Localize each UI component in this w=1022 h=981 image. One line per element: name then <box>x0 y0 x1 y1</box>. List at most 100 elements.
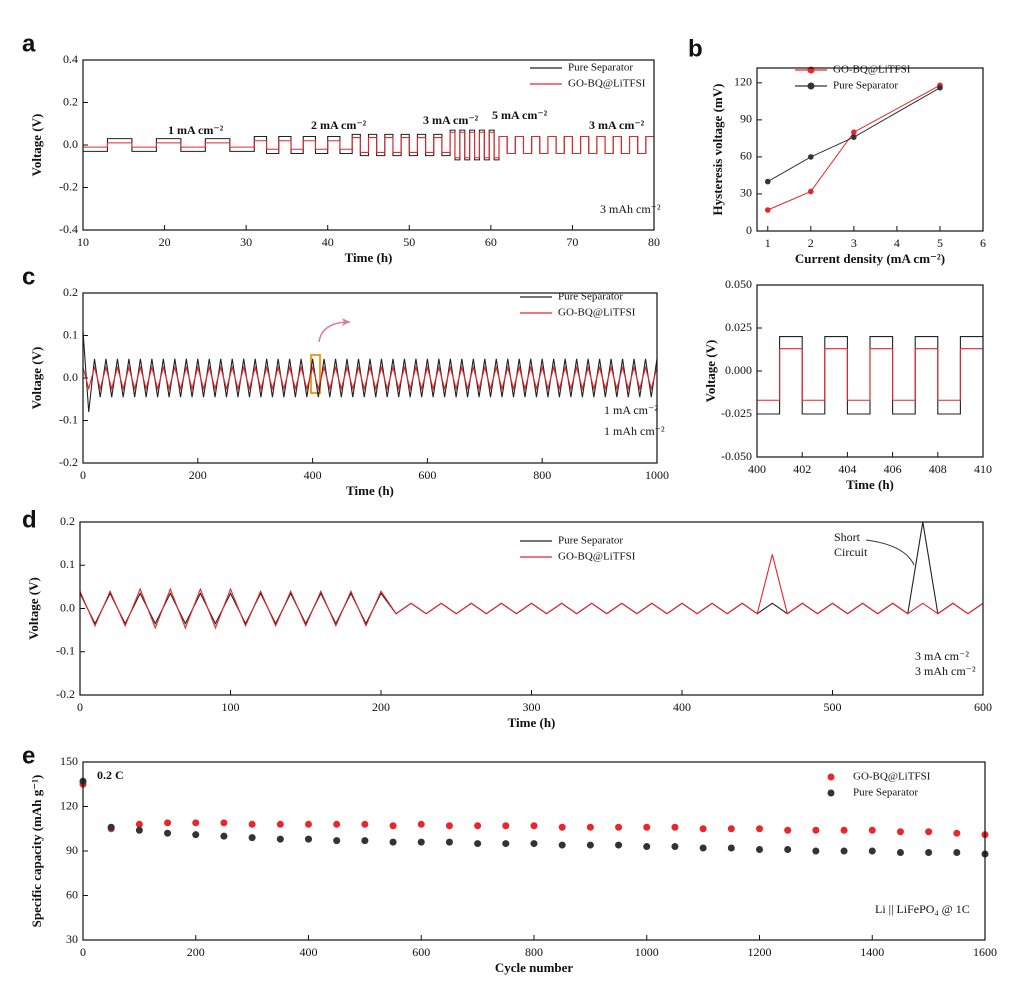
data-point <box>164 819 172 827</box>
annotation: 3 mA cm⁻² <box>915 649 969 663</box>
y-axis-label: Hysteresis voltage (mV) <box>710 84 725 216</box>
data-point <box>389 838 397 846</box>
data-point <box>586 841 594 849</box>
x-tick-label: 5 <box>937 236 943 250</box>
legend-marker <box>827 773 835 781</box>
y-tick-label: 0.2 <box>63 94 78 108</box>
data-point <box>417 820 425 828</box>
data-point <box>586 823 594 831</box>
x-tick-label: 40 <box>322 235 334 249</box>
x-tick-label: 800 <box>533 468 551 482</box>
data-point <box>333 820 341 828</box>
x-tick-label: 500 <box>824 700 842 714</box>
data-point <box>808 154 814 160</box>
x-axis-label: Time (h) <box>846 477 894 492</box>
y-axis-label: Voltage (V) <box>29 114 44 177</box>
x-axis-label: Time (h) <box>508 715 556 730</box>
y-tick-label: 0.000 <box>725 363 752 377</box>
data-point <box>530 822 538 830</box>
y-tick-label: -0.2 <box>59 455 78 469</box>
x-tick-label: 80 <box>648 235 660 249</box>
plot-frame <box>82 292 658 464</box>
y-tick-label: -0.1 <box>56 644 75 658</box>
y-tick-label: 0.050 <box>725 277 752 291</box>
y-tick-label: 0.2 <box>60 514 75 528</box>
data-point <box>671 843 679 851</box>
data-point <box>851 134 857 140</box>
x-tick-label: 1000 <box>635 945 659 959</box>
y-tick-label: -0.4 <box>59 222 78 236</box>
x-tick-label: 3 <box>851 236 857 250</box>
data-point <box>896 848 904 856</box>
short-circuit-leader <box>865 539 915 566</box>
data-point <box>530 840 538 848</box>
data-point <box>107 823 115 831</box>
plot-frame <box>756 284 984 458</box>
x-tick-label: 404 <box>838 462 856 476</box>
y-axis-label: Voltage (V) <box>26 577 41 640</box>
annotation: 0.2 C <box>97 768 124 782</box>
y-tick-label: 90 <box>740 112 752 126</box>
legend-label: GO-BQ@LiTFSI <box>558 307 636 319</box>
data-point <box>812 826 820 834</box>
y-tick-label: 0.0 <box>60 600 75 614</box>
annotation: Short <box>834 530 861 544</box>
data-point <box>417 838 425 846</box>
x-tick-label: 1200 <box>748 945 772 959</box>
data-point <box>615 823 623 831</box>
data-point <box>192 831 200 839</box>
x-axis-label: Current density (mA cm⁻²) <box>795 251 945 266</box>
x-tick-label: 20 <box>159 235 171 249</box>
series-line <box>767 87 941 183</box>
annotation: 3 mA cm⁻² <box>423 113 479 127</box>
y-tick-label: -0.2 <box>59 179 78 193</box>
y-tick-label: 90 <box>66 843 78 857</box>
x-tick-label: 406 <box>884 462 902 476</box>
data-point <box>220 832 228 840</box>
legend-marker <box>807 82 815 90</box>
panel-letter: d <box>22 506 37 533</box>
data-point <box>361 820 369 828</box>
x-tick-label: 50 <box>403 235 415 249</box>
data-point <box>953 829 961 837</box>
data-point <box>445 822 453 830</box>
y-tick-label: 150 <box>60 754 78 768</box>
y-tick-label: -0.025 <box>721 406 752 420</box>
x-tick-label: 408 <box>929 462 947 476</box>
data-point <box>389 822 397 830</box>
x-tick-label: 10 <box>77 235 89 249</box>
x-tick-label: 70 <box>566 235 578 249</box>
x-tick-label: 4 <box>894 236 900 250</box>
y-tick-label: 0.0 <box>63 370 78 384</box>
y-tick-label: 0.0 <box>63 137 78 151</box>
data-point <box>445 838 453 846</box>
x-axis-label: Cycle number <box>495 960 574 975</box>
y-tick-label: 30 <box>66 932 78 946</box>
x-tick-label: 200 <box>189 468 207 482</box>
data-point <box>840 826 848 834</box>
data-point <box>896 828 904 836</box>
data-point <box>220 819 228 827</box>
x-tick-label: 1000 <box>645 468 669 482</box>
y-tick-label: -0.050 <box>721 449 752 463</box>
series-line <box>767 84 941 211</box>
data-point <box>671 823 679 831</box>
y-tick-label: 0 <box>746 223 752 237</box>
x-tick-label: 200 <box>187 945 205 959</box>
x-tick-label: 400 <box>300 945 318 959</box>
x-tick-label: 1600 <box>973 945 997 959</box>
data-point <box>643 843 651 851</box>
plot-frame <box>82 761 986 941</box>
y-tick-label: 0.1 <box>63 327 78 341</box>
data-point <box>764 178 771 185</box>
panel-letter: a <box>22 30 36 57</box>
x-tick-label: 400 <box>304 468 322 482</box>
data-point <box>135 826 143 834</box>
data-point <box>276 820 284 828</box>
data-point <box>699 825 707 833</box>
annotation: 1 mAh cm⁻² <box>604 424 665 438</box>
data-point <box>925 848 933 856</box>
annotation: 2 mA cm⁻² <box>311 118 367 132</box>
